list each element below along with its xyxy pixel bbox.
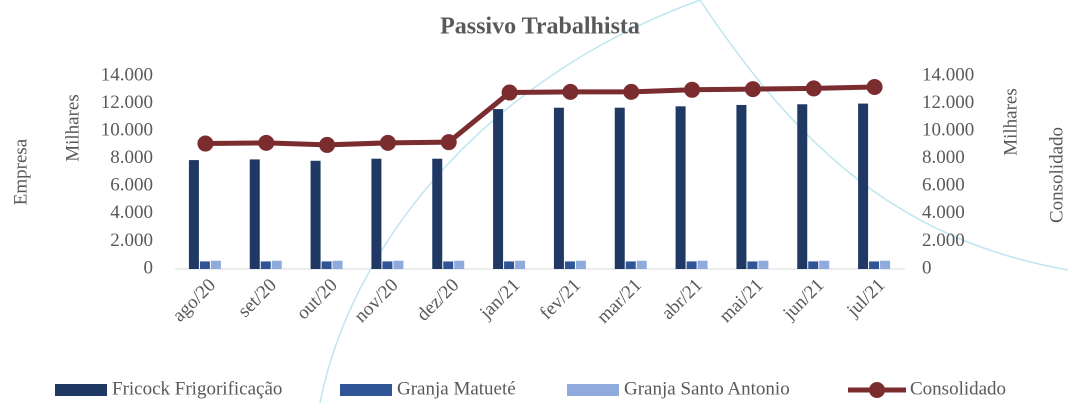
line-marker [623,83,640,100]
y2-axis-label: Consolidado [1046,127,1067,223]
legend-marker [869,382,885,398]
y2-tick-label: 8.000 [922,147,965,168]
bar [614,107,625,269]
line-marker [258,134,275,151]
bar [310,160,321,269]
bar [553,107,564,269]
y2-unit-label: Milhares [1000,88,1021,156]
bar [697,260,708,269]
x-tick-label: fev/21 [536,275,585,324]
bar [332,260,343,269]
y2-tick-label: 12.000 [922,92,974,113]
bar [758,260,769,269]
y-tick-label: 2.000 [110,230,153,251]
bar [321,261,332,269]
bar [675,106,686,269]
bar [393,260,404,269]
bar [736,104,747,269]
y2-tick-label: 4.000 [922,202,965,223]
line-marker [805,80,822,97]
y2-tick-label: 0 [922,257,932,278]
bar [188,160,199,269]
y2-tick-label: 14.000 [922,64,974,85]
line-marker [562,83,579,100]
x-tick-label: jul/21 [842,275,889,322]
bar [880,260,891,269]
y-tick-label: 10.000 [101,120,153,141]
bar [454,260,465,269]
bar [515,260,526,269]
line-marker [684,81,701,98]
line-marker [744,81,761,98]
legend-swatch [340,384,392,396]
bar [858,103,869,269]
y-axis-label: Empresa [10,138,31,205]
line-marker [866,79,883,96]
legend-label: Consolidado [910,378,1006,399]
y-tick-label: 8.000 [110,147,153,168]
line-marker [319,136,336,153]
line-marker [440,134,457,151]
line-marker [197,135,214,152]
bar [199,261,210,269]
x-tick-label: abr/21 [658,275,707,324]
bar [819,260,830,269]
legend-swatch [567,384,619,396]
bar [260,261,271,269]
x-tick-label: mai/21 [715,275,767,327]
bar [504,261,515,269]
x-tick-label: jan/21 [475,275,524,324]
y-tick-label: 4.000 [110,202,153,223]
bar [797,104,808,269]
bar [443,261,454,269]
bar [271,260,282,269]
y-tick-label: 6.000 [110,175,153,196]
bar [432,158,443,269]
line-marker [501,84,518,101]
bar [808,261,819,269]
x-tick-label: out/20 [293,275,342,324]
bar [564,261,575,269]
bar [493,109,504,269]
y-tick-label: 14.000 [101,64,153,85]
y-tick-label: 0 [144,257,154,278]
bar [210,260,221,269]
legend-swatch [55,384,107,396]
bar [869,261,880,269]
y-unit-label: Milhares [62,94,83,162]
bar [636,260,647,269]
x-tick-label: ago/20 [169,275,220,326]
bar [686,261,697,269]
bar [249,159,260,269]
legend-label: Fricock Frigorificação [112,378,282,399]
x-tick-label: mar/21 [593,275,646,328]
x-tick-label: nov/20 [350,275,402,327]
y2-tick-label: 10.000 [922,120,974,141]
x-tick-label: set/20 [234,275,281,322]
line [205,84,875,148]
y2-tick-label: 6.000 [922,175,965,196]
legend-label: Granja Matueté [397,378,516,399]
x-tick-label: jun/21 [778,275,828,325]
line-marker [379,134,396,151]
x-tick-label: dez/20 [413,275,464,326]
bar [625,261,636,269]
bar [382,261,393,269]
chart-title: Passivo Trabalhista [440,14,640,40]
y-tick-label: 12.000 [101,92,153,113]
bar [747,261,758,269]
bar [575,260,586,269]
y2-tick-label: 2.000 [922,230,965,251]
legend-label: Granja Santo Antonio [624,378,790,399]
bar [371,158,382,269]
